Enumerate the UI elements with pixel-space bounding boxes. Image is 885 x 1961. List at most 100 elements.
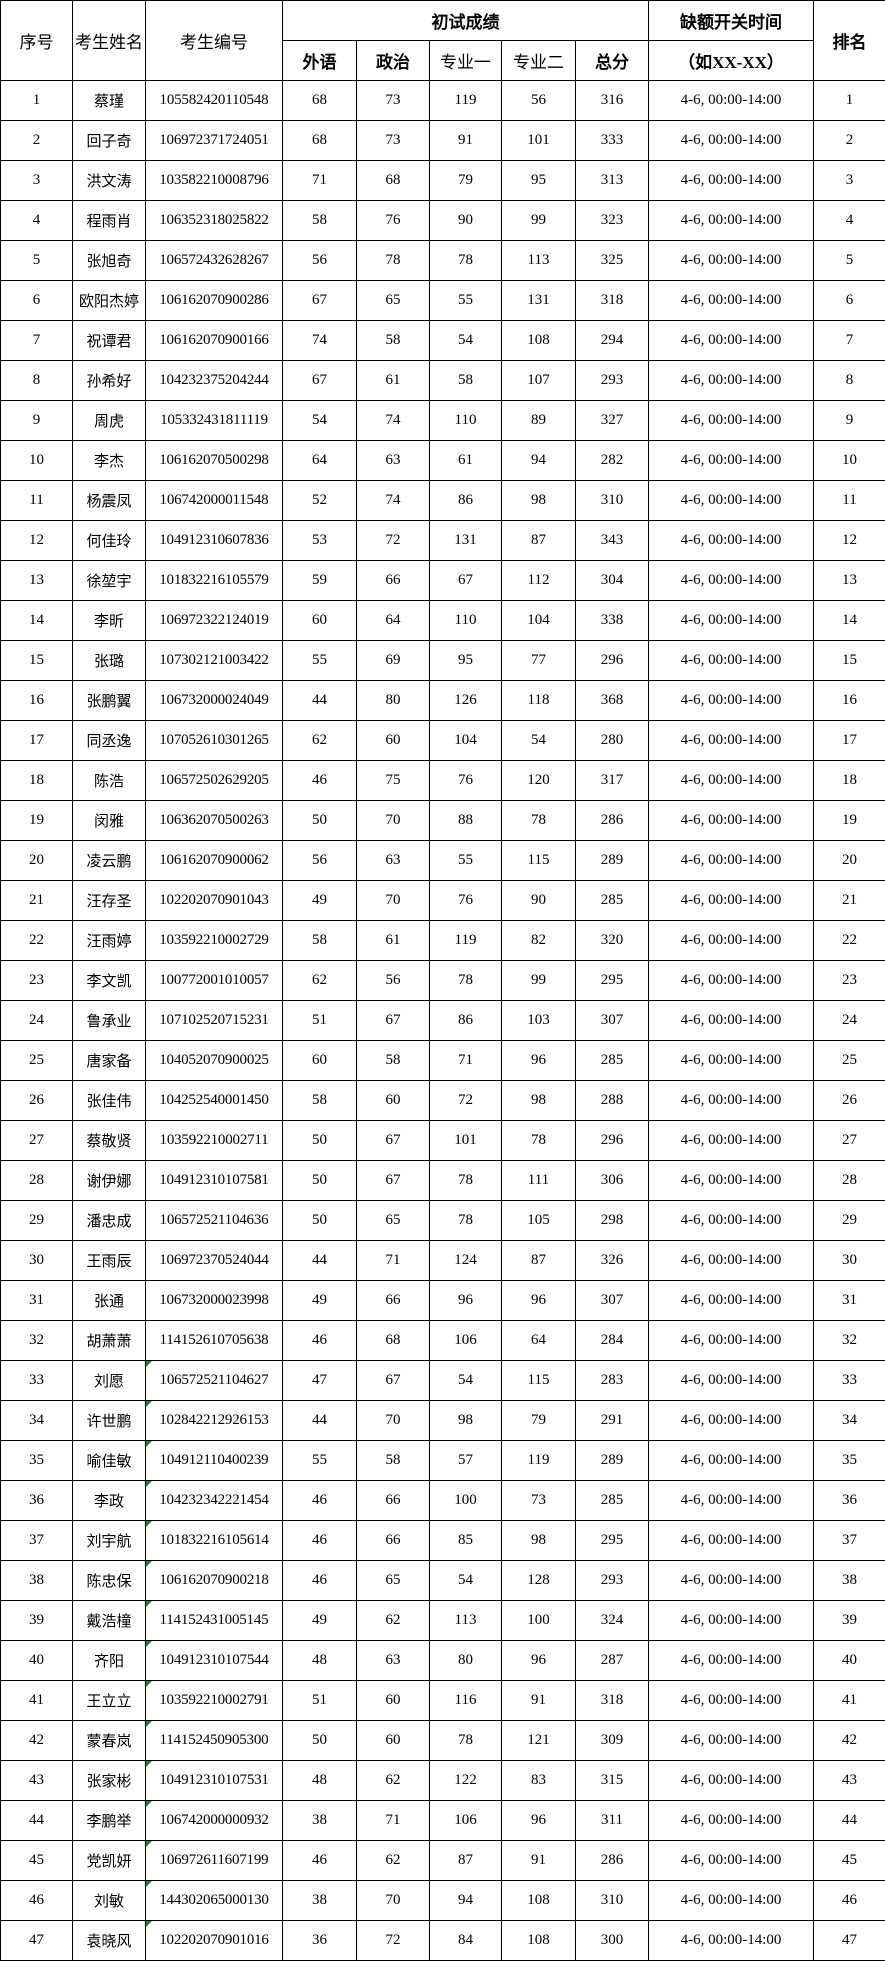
header-seq: 序号 [0, 0, 73, 81]
cell-foreign: 47 [282, 1360, 357, 1401]
table-row: 25 唐家备 104052070900025 60 58 71 96 285 4-6, 00:0… [0, 1040, 885, 1081]
cell-major2: 98 [501, 1520, 576, 1561]
cell-total: 300 [574, 1920, 650, 1961]
cell-id: 106972371724051 [145, 120, 283, 161]
cell-foreign: 38 [282, 1800, 357, 1841]
cell-foreign: 64 [282, 440, 357, 481]
cell-major2: 64 [501, 1320, 576, 1361]
table-row: 4 程雨肖 106352318025822 58 76 90 99 323 4-6, 00:00… [0, 200, 885, 241]
cell-id: 106352318025822 [145, 200, 283, 241]
cell-major2: 99 [501, 960, 576, 1001]
cell-seq: 26 [0, 1080, 73, 1121]
cell-major2: 105 [501, 1200, 576, 1241]
cell-name: 洪文涛 [72, 160, 146, 201]
cell-rank: 32 [813, 1320, 885, 1361]
cell-id: 106732000023998 [145, 1280, 283, 1321]
cell-id: 104912310107544 [145, 1640, 283, 1681]
cell-name: 潘忠成 [72, 1200, 146, 1241]
cell-foreign: 44 [282, 680, 357, 721]
cell-major1: 96 [429, 1280, 502, 1321]
cell-rank: 20 [813, 840, 885, 881]
table-row: 36 李政 104232342221454 46 66 100 73 285 4-6, 00:0… [0, 1480, 885, 1521]
cell-seq: 3 [0, 160, 73, 201]
cell-rank: 22 [813, 920, 885, 961]
cell-politics: 62 [356, 1600, 430, 1641]
cell-foreign: 44 [282, 1400, 357, 1441]
cell-major1: 119 [429, 920, 502, 961]
cell-time: 4-6, 00:00-14:00 [648, 1400, 815, 1441]
cell-seq: 4 [0, 200, 73, 241]
cell-name: 李鹏举 [72, 1800, 146, 1841]
cell-politics: 60 [356, 1680, 430, 1721]
cell-id: 107102520715231 [145, 1000, 283, 1041]
cell-total: 289 [574, 1440, 650, 1481]
table-row: 19 闵雅 106362070500263 50 70 88 78 286 4-6, 00:00… [0, 800, 885, 841]
cell-time: 4-6, 00:00-14:00 [648, 1880, 815, 1921]
cell-major1: 72 [429, 1080, 502, 1121]
cell-rank: 5 [813, 240, 885, 281]
cell-total: 286 [574, 1840, 650, 1881]
cell-major2: 73 [501, 1480, 576, 1521]
cell-total: 311 [574, 1800, 650, 1841]
cell-time: 4-6, 00:00-14:00 [648, 1200, 815, 1241]
cell-major1: 101 [429, 1120, 502, 1161]
cell-major2: 98 [501, 480, 576, 521]
cell-major1: 71 [429, 1040, 502, 1081]
cell-major2: 99 [501, 200, 576, 241]
header-id: 考生编号 [145, 0, 283, 81]
cell-total: 368 [574, 680, 650, 721]
cell-major2: 119 [501, 1440, 576, 1481]
cell-name: 徐堃宇 [72, 560, 146, 601]
header-time-hint: （如XX-XX） [648, 40, 815, 81]
cell-time: 4-6, 00:00-14:00 [648, 360, 815, 401]
cell-foreign: 49 [282, 1280, 357, 1321]
cell-foreign: 51 [282, 1680, 357, 1721]
cell-name: 齐阳 [72, 1640, 146, 1681]
cell-politics: 58 [356, 320, 430, 361]
table-row: 6 欧阳杰婷 106162070900286 67 65 55 131 318 4-6, 00:… [0, 280, 885, 321]
table-row: 41 王立立 103592210002791 51 60 116 91 318 4-6, 00:… [0, 1680, 885, 1721]
cell-foreign: 46 [282, 1320, 357, 1361]
table-row: 3 洪文涛 103582210008796 71 68 79 95 313 4-6, 00:00… [0, 160, 885, 201]
cell-id: 103582210008796 [145, 160, 283, 201]
table-row: 17 同丞逸 107052610301265 62 60 104 54 280 4-6, 00:… [0, 720, 885, 761]
cell-foreign: 49 [282, 880, 357, 921]
cell-id: 104052070900025 [145, 1040, 283, 1081]
cell-seq: 13 [0, 560, 73, 601]
cell-id: 106362070500263 [145, 800, 283, 841]
cell-major2: 79 [501, 1400, 576, 1441]
cell-time: 4-6, 00:00-14:00 [648, 280, 815, 321]
cell-id: 114152431005145 [145, 1600, 283, 1641]
cell-major2: 89 [501, 400, 576, 441]
cell-politics: 63 [356, 440, 430, 481]
cell-rank: 42 [813, 1720, 885, 1761]
cell-rank: 15 [813, 640, 885, 681]
cell-name: 陈忠保 [72, 1560, 146, 1601]
cell-time: 4-6, 00:00-14:00 [648, 1560, 815, 1601]
cell-politics: 66 [356, 1520, 430, 1561]
cell-major2: 113 [501, 240, 576, 281]
cell-rank: 12 [813, 520, 885, 561]
cell-rank: 10 [813, 440, 885, 481]
cell-id: 105332431811119 [145, 400, 283, 441]
cell-id: 104912310607836 [145, 520, 283, 561]
cell-name: 蔡瑾 [72, 80, 146, 121]
cell-politics: 73 [356, 80, 430, 121]
cell-name: 张鹏翼 [72, 680, 146, 721]
cell-rank: 3 [813, 160, 885, 201]
cell-rank: 8 [813, 360, 885, 401]
table-row: 38 陈忠保 106162070900218 46 65 54 128 293 4-6, 00:… [0, 1560, 885, 1601]
cell-major1: 86 [429, 1000, 502, 1041]
cell-major1: 55 [429, 840, 502, 881]
table-row: 26 张佳伟 104252540001450 58 60 72 98 288 4-6, 00:0… [0, 1080, 885, 1121]
table-row: 5 张旭奇 106572432628267 56 78 78 113 325 4-6, 00:0… [0, 240, 885, 281]
cell-time: 4-6, 00:00-14:00 [648, 1160, 815, 1201]
cell-politics: 63 [356, 1640, 430, 1681]
cell-politics: 66 [356, 1480, 430, 1521]
cell-time: 4-6, 00:00-14:00 [648, 320, 815, 361]
cell-rank: 28 [813, 1160, 885, 1201]
cell-politics: 73 [356, 120, 430, 161]
cell-total: 324 [574, 1600, 650, 1641]
cell-time: 4-6, 00:00-14:00 [648, 640, 815, 681]
